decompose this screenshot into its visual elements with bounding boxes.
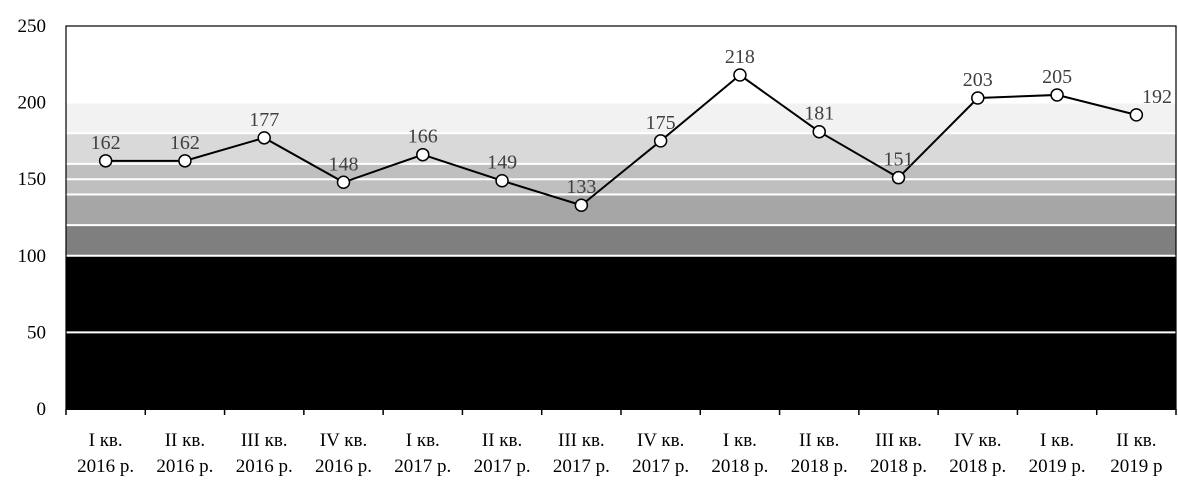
data-point bbox=[416, 147, 430, 162]
data-point bbox=[733, 68, 747, 82]
x-tick-label: II кв. bbox=[799, 430, 839, 451]
x-tick-label: II кв. bbox=[165, 430, 205, 451]
x-tick-label: III кв. bbox=[241, 430, 288, 451]
x-tick-label: I кв. bbox=[1040, 430, 1074, 451]
x-tick-label: 2017 р. bbox=[394, 456, 451, 477]
data-label: 192 bbox=[1142, 86, 1172, 108]
x-tick-label: 2018 р. bbox=[870, 456, 927, 477]
x-tick-label: 2016 р. bbox=[315, 456, 372, 477]
data-label: 181 bbox=[804, 103, 834, 125]
band-6 bbox=[66, 26, 1176, 103]
band-1 bbox=[66, 225, 1176, 256]
data-point bbox=[653, 134, 668, 148]
y-tick-label: 0 bbox=[37, 399, 47, 420]
data-label: 203 bbox=[963, 69, 993, 91]
x-tick-label: 2016 р. bbox=[77, 456, 134, 477]
x-tick-label: 2019 р. bbox=[1029, 456, 1086, 477]
series-line bbox=[105, 73, 1137, 207]
data-label: 133 bbox=[566, 176, 596, 198]
x-tick-label: 2018 р. bbox=[791, 456, 848, 477]
data-point bbox=[971, 91, 985, 105]
data-point bbox=[98, 154, 113, 168]
band-4 bbox=[66, 133, 1176, 164]
data-point bbox=[495, 173, 509, 188]
data-label: 218 bbox=[725, 46, 755, 68]
x-tick-label: I кв. bbox=[89, 430, 123, 451]
x-tick-label: 2018 р. bbox=[711, 456, 768, 477]
data-point bbox=[574, 198, 589, 212]
x-tick-label: 2017 р. bbox=[553, 456, 610, 477]
data-point bbox=[1129, 108, 1144, 122]
data-label: 151 bbox=[884, 149, 914, 171]
x-tick-label: III кв. bbox=[875, 430, 922, 451]
data-point bbox=[812, 124, 826, 139]
y-tick-label: 150 bbox=[18, 169, 47, 190]
data-label: 177 bbox=[249, 109, 279, 131]
y-tick-label: 100 bbox=[18, 246, 47, 267]
band-5 bbox=[66, 102, 1176, 134]
axes bbox=[65, 25, 1177, 415]
data-point bbox=[1050, 88, 1064, 102]
y-tick-label: 50 bbox=[27, 322, 46, 343]
series-markers bbox=[98, 68, 1144, 212]
y-axis-tick-labels: 0 50 100 150 200 250 bbox=[18, 16, 47, 420]
band-2 bbox=[66, 194, 1176, 226]
x-tick-label: II кв. bbox=[1116, 430, 1156, 451]
data-point bbox=[178, 154, 192, 168]
data-point bbox=[257, 131, 271, 145]
x-tick-label: 2016 р. bbox=[236, 456, 293, 477]
x-tick-label: 2017 р. bbox=[474, 456, 531, 477]
series-polyline bbox=[105, 73, 1137, 207]
x-tick-label: IV кв. bbox=[954, 430, 1001, 451]
data-label: 162 bbox=[91, 132, 121, 154]
data-label: 205 bbox=[1042, 66, 1072, 88]
y-tick-label: 250 bbox=[18, 16, 47, 37]
data-label: 166 bbox=[408, 126, 438, 148]
y-tick-label: 200 bbox=[18, 93, 47, 114]
x-tick-label: 2019 р bbox=[1110, 456, 1162, 477]
x-tick-label: IV кв. bbox=[320, 430, 367, 451]
data-label: 148 bbox=[329, 153, 359, 175]
x-tick-label: IV кв. bbox=[637, 430, 684, 451]
x-tick-label: 2018 р. bbox=[949, 456, 1006, 477]
data-point bbox=[336, 175, 351, 190]
x-tick-label: 2016 р. bbox=[156, 456, 213, 477]
data-label: 175 bbox=[646, 112, 676, 134]
x-tick-label: 2017 р. bbox=[632, 456, 689, 477]
x-tick-label: I кв. bbox=[406, 430, 440, 451]
x-tick-label: I кв. bbox=[723, 430, 757, 451]
data-labels: 162 162 177 148 166 149 133 175 218 181 151 203 205 1… bbox=[91, 46, 1172, 198]
background-bands bbox=[66, 26, 1176, 409]
x-axis-tick-labels: I кв. 2016 р. II кв. 2016 р. III кв. 2016 р. I… bbox=[77, 430, 1162, 477]
data-point bbox=[891, 170, 906, 185]
x-tick-label: II кв. bbox=[482, 430, 522, 451]
data-label: 149 bbox=[487, 152, 517, 174]
x-tick-label: III кв. bbox=[558, 430, 605, 451]
data-label: 162 bbox=[170, 132, 200, 154]
